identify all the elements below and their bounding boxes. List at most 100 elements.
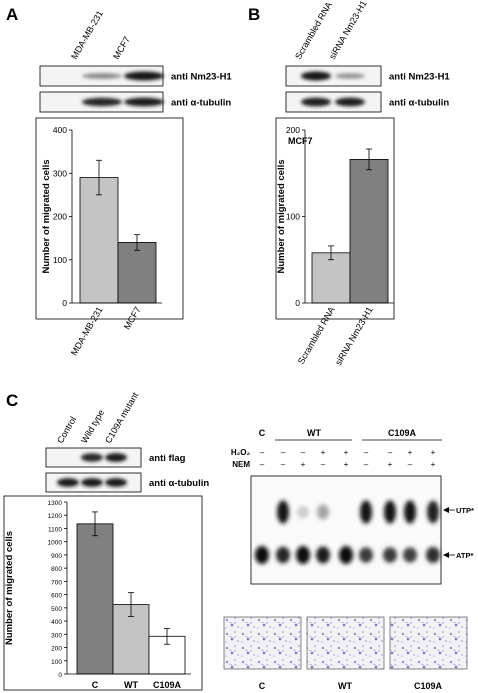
y-tick-label: 100 [286,212,300,222]
atp-spot [403,547,417,563]
tlc-h2o2-sign: – [281,448,286,457]
y-tick-label: 400 [51,619,62,626]
antibody-label: anti α-tubulin [389,98,449,109]
panel-b-letter: B [248,5,260,24]
utp-label: UTP* [456,506,474,515]
y-tick-label: 500 [51,606,62,613]
antibody-label: anti Nm23-H1 [389,72,450,83]
y-tick-label: 100 [53,255,67,265]
panel-c-letter: C [6,391,18,410]
micrograph-label: C [259,681,266,691]
tlc-h2o2-sign: + [431,448,436,457]
y-tick-label: 200 [286,125,300,135]
lane-label: Scrambled RNA [293,0,334,61]
tlc-h2o2-sign: + [321,448,326,457]
utp-spot [384,500,396,524]
chart-title: MCF7 [288,136,313,146]
blot-strip [285,91,382,113]
lane-label: Control [55,415,78,445]
tlc-h2o2-sign: – [260,448,265,457]
blot-strip [285,65,382,87]
y-tick-label: 700 [51,579,62,586]
lane-label: MDA-MB-231 [69,9,105,61]
y-tick-label: 0 [58,672,62,679]
atp-spot [339,546,353,564]
antibody-label: anti Nm23-H1 [171,72,232,83]
category-label: MDA-MB-231 [69,305,105,357]
tlc-nem-sign: + [344,460,349,469]
atp-spot [296,546,310,564]
y-tick-label: 1000 [48,540,63,547]
y-tick-label: 300 [51,632,62,639]
blot-band [82,73,122,79]
chart-frame [35,117,184,320]
migration-micrographs: C WT C109A [223,616,468,691]
tlc-h2o2-sign: + [344,448,349,457]
utp-spot [317,504,329,520]
blot-band [335,73,365,79]
blot-band [57,478,79,487]
tlc-header-c109a: C109A [388,428,417,438]
atp-spot [383,547,397,563]
panel-a: A MDA-MB-231 MCF7 anti Nm23-H1 anti α-tubul… [6,5,232,357]
tlc-nem-sign: – [321,460,326,469]
blot-band [81,453,103,462]
tlc-h2o2-sign: – [364,448,369,457]
y-tick-label: 1100 [48,526,62,533]
blot-band [124,97,164,107]
bar [311,252,351,304]
category-label: siRNA Nm23-H1 [333,305,375,367]
y-tick-label: 1300 [48,500,63,507]
y-tick-label: 200 [53,212,67,222]
utp-spot [277,500,289,524]
y-axis-label: Number of migrated cells [276,159,287,273]
tlc-nem-sign: – [281,460,286,469]
antibody-label: anti flag [149,453,186,464]
chart-frame [3,495,203,691]
blot-band [335,97,365,107]
lane-label: C109A mutant [103,390,140,445]
y-tick-label: 100 [51,659,62,666]
panel-b-bar-chart: 0 100 200 Number of migrated cells MCF7 Scram… [275,117,395,367]
chart-frame [275,117,395,320]
y-axis-label: Number of migrated cells [41,159,52,273]
category-label: WT [124,680,138,690]
y-tick-label: 400 [53,125,67,135]
tlc-header-wt: WT [307,428,321,438]
y-tick-label: 600 [51,593,62,600]
atp-spot [426,546,440,564]
arrow-utp-icon [443,507,449,513]
tlc-nem-sign: + [388,460,393,469]
atp-spot [359,547,373,563]
utp-spot [404,500,416,524]
atp-spot [316,546,330,564]
tlc-nem-sign: – [364,460,369,469]
micrograph-label: WT [338,681,352,691]
panel-a-western-blot: MDA-MB-231 MCF7 anti Nm23-H1 anti α-tubulin [39,9,232,113]
blot-band [81,478,103,487]
antibody-label: anti α-tubulin [171,98,231,109]
y-tick-label: 0 [295,298,300,308]
utp-spot [427,500,439,524]
tlc-row-label-h2o2: H₂O₂ [231,448,251,457]
tlc-h2o2-sign: + [408,448,413,457]
y-tick-label: 900 [51,553,62,560]
y-axis-label: Number of migrated cells [4,531,15,645]
lane-label: MCF7 [111,35,132,61]
tlc-nem-sign: – [408,460,413,469]
category-label: C [92,680,99,690]
micrograph-label: C109A [414,681,443,691]
category-label: C109A [153,680,182,690]
panel-a-bar-chart: 0 100 200 300 400 Number of migrated cells MDA… [35,117,184,357]
utp-spot [297,505,309,519]
tlc-header-c: C [259,428,266,438]
tlc-nem-sign: – [260,460,265,469]
micrograph-image [223,616,302,670]
tlc-h2o2-sign: – [301,448,306,457]
utp-spot [360,500,372,524]
tlc-autoradiograph: C WT C109A H₂O₂ NEM – – – + + – – + + – – + – + – + – + UTP* ATP… [231,428,474,585]
